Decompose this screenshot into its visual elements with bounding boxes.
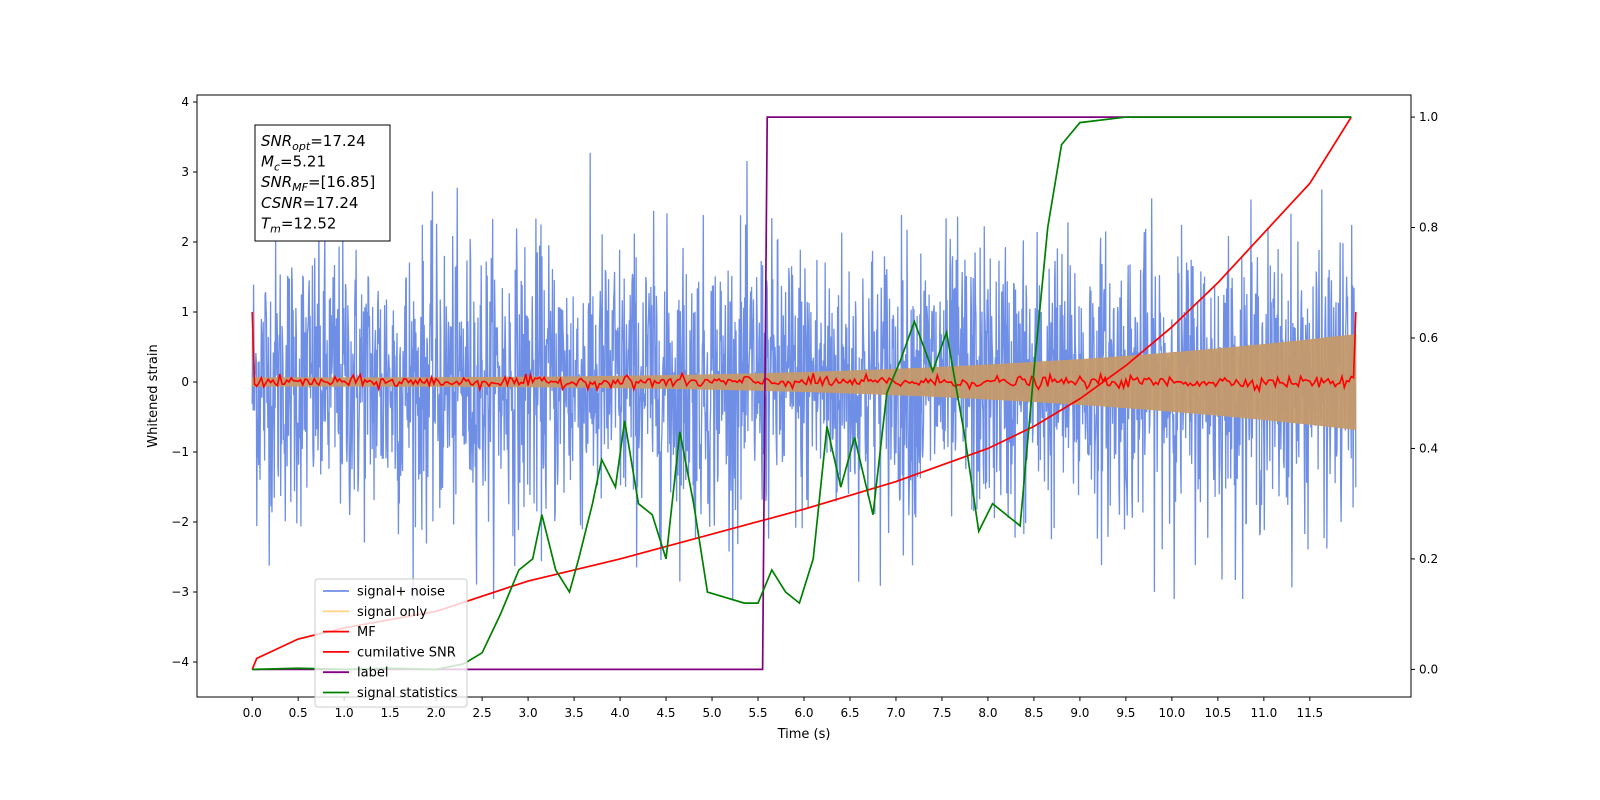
x-tick-label: 2.5: [473, 706, 492, 720]
x-tick-label: 11.5: [1296, 706, 1323, 720]
y-axis-label: Whitened strain: [146, 344, 161, 447]
annotation-line: Tm=12.52: [261, 214, 336, 235]
x-tick-label: 8.0: [978, 706, 997, 720]
x-tick-label: 10.5: [1205, 706, 1232, 720]
y-tick-label: −4: [171, 655, 189, 669]
x-tick-label: 3.5: [565, 706, 584, 720]
y2-tick-label: 0.0: [1419, 662, 1438, 676]
axes: 0.0 0.5 1.0 1.5 2.0 2.5 3.0 3.5 4.0 4.5 5.0 5.5 6.0 6…: [171, 94, 1438, 720]
x-tick-label: 7.5: [932, 706, 951, 720]
x-tick-label: 0.5: [289, 706, 308, 720]
x-tick-label: 4.0: [611, 706, 630, 720]
annotation-line: Mc=5.21: [261, 153, 326, 174]
y2-tick-label: 1.0: [1419, 110, 1438, 124]
y-tick-label: 3: [181, 165, 189, 179]
y2-tick-label: 0.2: [1419, 552, 1438, 566]
x-tick-label: 5.5: [748, 706, 767, 720]
annotation-line: CSNR=17.24: [261, 194, 358, 212]
annotation-frame: [254, 124, 391, 242]
x-tick-label: 10.0: [1159, 706, 1186, 720]
y-tick-label: 1: [181, 305, 189, 319]
x-tick-label: 0.0: [243, 706, 262, 720]
annotation-line: SNRopt=17.24: [261, 132, 366, 153]
y-tick-label: −2: [171, 515, 189, 529]
y2-tick-label: 0.6: [1419, 331, 1438, 345]
legend-label: cumilative SNR: [357, 645, 456, 660]
y-tick-label: 4: [181, 95, 189, 109]
x-tick-label: 5.0: [702, 706, 721, 720]
x-tick-label: 2.0: [427, 706, 446, 720]
x-axis-label: Time (s): [777, 727, 831, 742]
annotation-box: SNRopt=17.24Mc=5.21SNRMF=[16.85]CSNR=17.…: [254, 124, 391, 242]
y2-tick-label: 0.8: [1419, 221, 1438, 235]
x-tick-label: 9.5: [1116, 706, 1135, 720]
legend-label: signal only: [357, 605, 427, 620]
y-tick-label: −1: [171, 445, 189, 459]
legend: signal+ noise signal only MF cumilative SNR…: [314, 578, 468, 708]
legend-label: MF: [357, 625, 376, 640]
x-tick-label: 1.0: [335, 706, 354, 720]
y2-tick-label: 0.4: [1419, 441, 1438, 455]
legend-box: [314, 578, 468, 708]
x-tick-label: 7.0: [886, 706, 905, 720]
legend-label: signal statistics: [357, 686, 458, 701]
legend-label: label: [357, 666, 388, 681]
x-tick-label: 6.0: [794, 706, 813, 720]
x-tick-label: 4.5: [656, 706, 675, 720]
x-tick-label: 11.0: [1250, 706, 1277, 720]
series-mf: [251, 311, 1357, 394]
y-tick-label: 0: [181, 375, 189, 389]
x-tick-label: 1.5: [381, 706, 400, 720]
series-label: [252, 116, 1352, 671]
x-tick-label: 3.0: [519, 706, 538, 720]
y-tick-label: −3: [171, 585, 189, 599]
x-tick-label: 8.5: [1024, 706, 1043, 720]
y-tick-label: 2: [181, 235, 189, 249]
legend-label: signal+ noise: [357, 585, 445, 600]
x-tick-label: 9.0: [1070, 706, 1089, 720]
annotation-line: SNRMF=[16.85]: [261, 173, 375, 194]
x-tick-label: 6.5: [840, 706, 859, 720]
series-signal-statistics: [252, 116, 1352, 671]
